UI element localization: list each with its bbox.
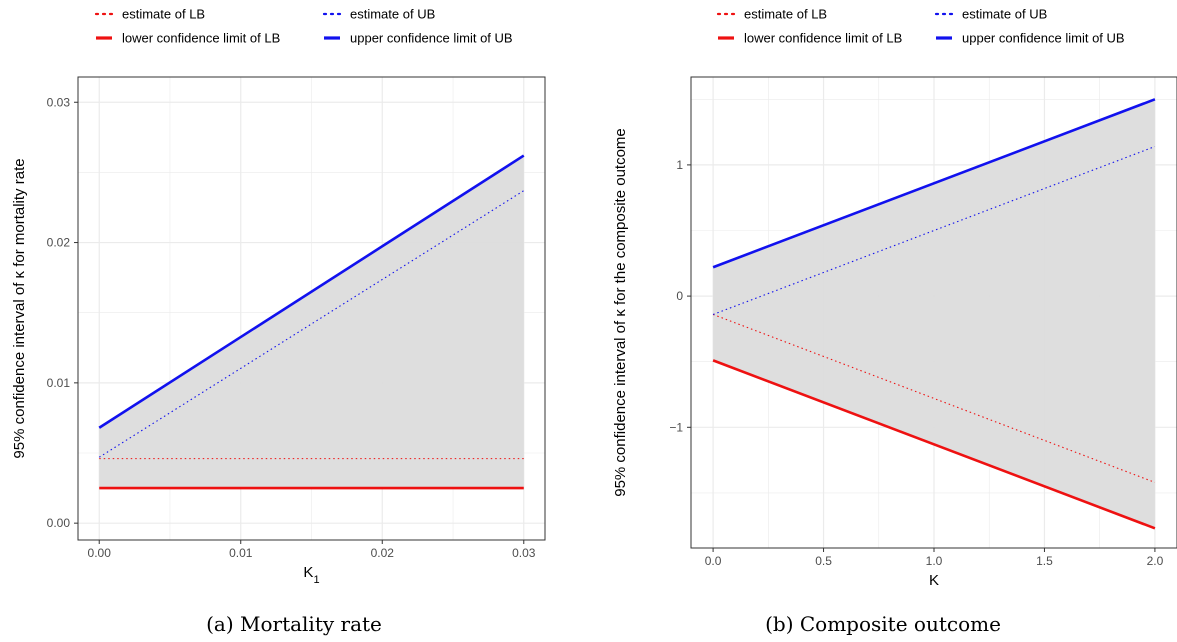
- x-axis-title-subscript: 1: [313, 574, 319, 586]
- chart-a-svg: estimate of LB estimate of UB lower confid…: [11, 7, 546, 586]
- chart-b-svg: estimate of LB estimate of UB lower confid…: [612, 7, 1177, 589]
- chart-panel-a: estimate of LB estimate of UB lower confid…: [0, 0, 588, 642]
- series-upper-limit-ub: [712, 98, 1156, 269]
- legend: estimate of LB estimate of UB lower confid…: [94, 7, 513, 46]
- legend-label: lower confidence limit of LB: [122, 31, 280, 46]
- x-tick-label: 1.0: [926, 554, 943, 568]
- y-tick-label: 0.01: [47, 376, 71, 390]
- series-upper-limit-ub: [98, 154, 525, 429]
- caption-b: (b) Composite outcome: [765, 612, 1001, 636]
- legend-label: upper confidence limit of UB: [350, 31, 513, 46]
- x-tick-label: 1.5: [1036, 554, 1053, 568]
- legend-label: estimate of LB: [122, 7, 205, 22]
- x-axis-title: K: [929, 572, 939, 589]
- x-tick-label: 0.00: [88, 546, 112, 560]
- x-tick-label: 0.03: [512, 546, 536, 560]
- confidence-band: [713, 99, 1155, 529]
- x-axis-title: K1: [303, 564, 319, 586]
- x-tick-label: 0.0: [705, 554, 722, 568]
- legend-label: estimate of UB: [350, 7, 435, 22]
- legend-label: estimate of UB: [962, 7, 1047, 22]
- caption-a: (a) Mortality rate: [206, 612, 382, 636]
- y-tick-label: 0.03: [47, 95, 71, 109]
- y-axis-title: 95% confidence interval of κ for the com…: [612, 128, 629, 497]
- legend-label: lower confidence limit of LB: [744, 31, 902, 46]
- legend-label: estimate of LB: [744, 7, 827, 22]
- legend-label: upper confidence limit of UB: [962, 31, 1125, 46]
- legend: estimate of LB estimate of UB lower confid…: [716, 7, 1125, 46]
- series-lower-limit-lb: [712, 359, 1156, 530]
- y-axis-title: 95% confidence interval of κ for mortali…: [11, 158, 28, 458]
- chart-panel-b: estimate of LB estimate of UB lower confid…: [589, 0, 1177, 642]
- panel-border: [77, 76, 546, 541]
- x-tick-label: 0.02: [371, 546, 395, 560]
- x-tick-label: 2.0: [1147, 554, 1164, 568]
- y-tick-label: 1: [676, 158, 683, 172]
- y-tick-label: 0.02: [47, 236, 71, 250]
- x-tick-label: 0.5: [815, 554, 832, 568]
- y-tick-label: 0: [676, 289, 683, 303]
- x-tick-label: 0.01: [229, 546, 253, 560]
- y-tick-label: 0.00: [47, 516, 71, 530]
- y-tick-label: −1: [669, 420, 683, 434]
- confidence-band: [99, 155, 524, 489]
